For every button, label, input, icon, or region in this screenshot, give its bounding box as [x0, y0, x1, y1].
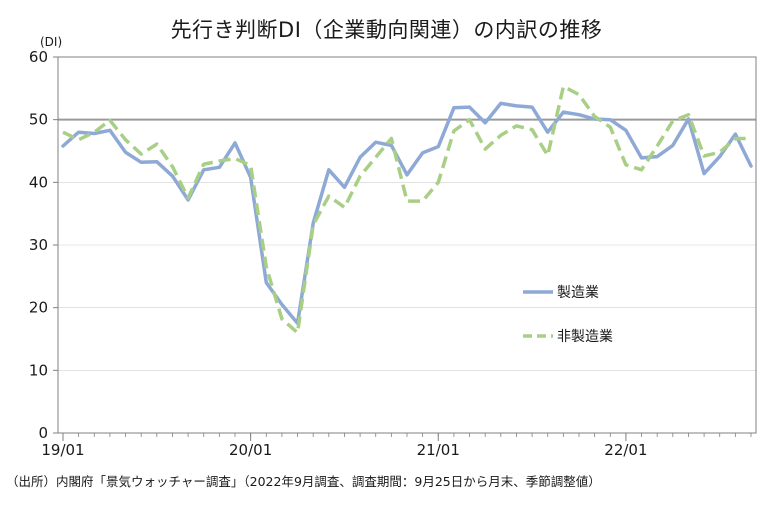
axes: 0 10 20 30 40 50 60 19/01 20/01 21/01 22/01 — [29, 48, 757, 459]
y-tick-label: 60 — [29, 48, 48, 66]
series-lines — [61, 84, 753, 335]
x-tick-label: 19/01 — [41, 441, 84, 459]
legend-label-non-manufacturing: 非製造業 — [557, 329, 613, 345]
x-tick-label: 21/01 — [417, 441, 460, 459]
y-tick-label: 50 — [29, 111, 48, 129]
y-tick-label: 30 — [29, 236, 48, 254]
source-note: （出所）内閣府「景気ウォッチャー調査」（2022年9月調査、調査期間：9月25日… — [6, 474, 601, 489]
chart-title: 先行き判断DI（企業動向関連）の内訳の推移 — [170, 18, 603, 42]
x-tick-label: 22/01 — [604, 441, 647, 459]
series-line-manufacturing — [61, 101, 753, 326]
legend-label-manufacturing: 製造業 — [557, 285, 599, 301]
x-tick-label: 20/01 — [229, 441, 272, 459]
y-tick-label: 40 — [29, 173, 48, 191]
y-axis-unit-label: (DI) — [40, 35, 63, 49]
y-tick-label: 20 — [29, 299, 48, 317]
series-line-non-manufacturing — [62, 84, 751, 335]
y-tick-label: 10 — [29, 361, 48, 379]
gridlines — [58, 118, 756, 371]
y-tick-label: 0 — [38, 424, 48, 442]
